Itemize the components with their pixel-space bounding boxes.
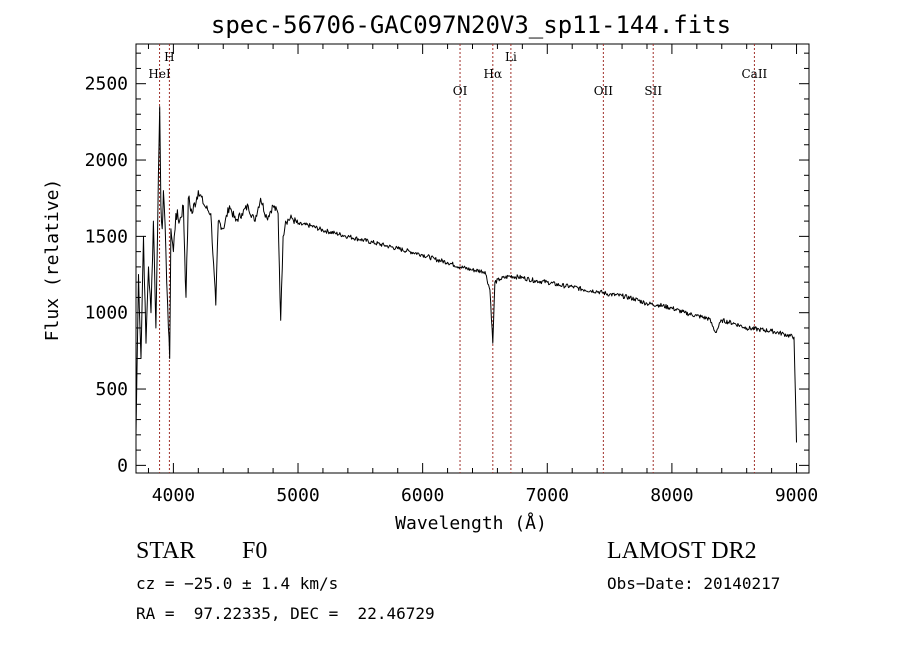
y-tick-label: 500 (95, 379, 128, 400)
object-subclass: F0 (242, 538, 268, 564)
y-tick-label: 2500 (85, 74, 128, 95)
y-tick-label: 1500 (85, 226, 128, 247)
y-tick-label: 0 (117, 455, 128, 476)
survey-name: LAMOST DR2 (607, 538, 757, 564)
line-marker-label: Li (505, 50, 517, 64)
observation-date: Obs−Date: 20140217 (607, 574, 781, 593)
spectrum-line (135, 106, 797, 443)
x-tick-label: 4000 (152, 485, 195, 506)
x-tick-label: 5000 (276, 485, 319, 506)
line-marker-label: OI (453, 84, 468, 98)
x-tick-label: 6000 (401, 485, 444, 506)
plot-frame (135, 43, 810, 474)
spectrum-series (135, 106, 797, 443)
line-marker-label: HeI (148, 67, 171, 81)
redshift-velocity: cz = −25.0 ± 1.4 km/s (136, 574, 339, 593)
x-axis-label: Wavelength (Å) (395, 512, 547, 534)
line-marker-label: H (164, 50, 174, 64)
line-marker-label: Hα (484, 67, 503, 81)
y-tick-label: 1000 (85, 303, 128, 324)
line-marker-label: CaII (741, 67, 767, 81)
x-tick-label: 8000 (650, 485, 693, 506)
x-tick-label: 9000 (775, 485, 818, 506)
sky-coordinates: RA = 97.22335, DEC = 22.46729 (136, 604, 435, 623)
axis-ticks: 4000 5000 6000 7000 8000 9000 0 500 1000 1500 2000… (85, 44, 818, 506)
object-class: STAR (136, 538, 196, 564)
chart-title: spec-56706-GAC097N20V3_sp11-144.fits (211, 11, 731, 39)
line-marker-label: SII (644, 84, 662, 98)
x-tick-label: 7000 (526, 485, 569, 506)
line-marker-label: OII (594, 84, 614, 98)
y-axis-label: Flux (relative) (42, 179, 63, 342)
y-tick-label: 2000 (85, 150, 128, 171)
